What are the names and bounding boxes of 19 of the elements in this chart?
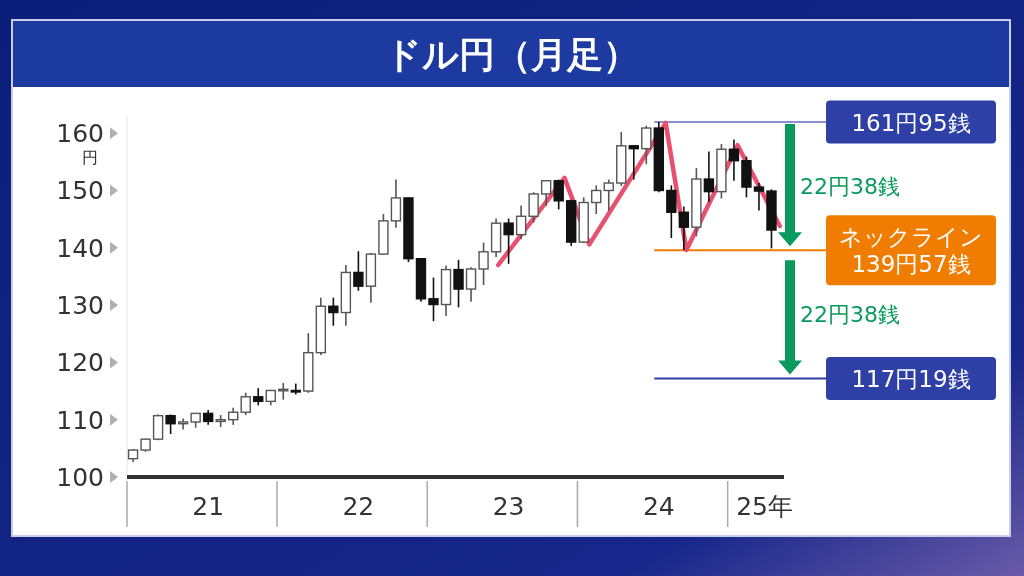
ref-line-label: 117円19銭 bbox=[851, 366, 971, 392]
y-tick-label: 150 bbox=[56, 176, 104, 206]
x-tick-label: 25年 bbox=[736, 492, 794, 521]
text: 22円38銭 bbox=[800, 174, 900, 200]
text: 22円38銭 bbox=[800, 302, 900, 328]
x-tick-label: 24 bbox=[642, 492, 675, 521]
y-tick-label: 120 bbox=[56, 348, 104, 378]
x-tick-label: 21 bbox=[192, 492, 225, 521]
y-tick-label: 100 bbox=[56, 463, 104, 492]
ref-line-label: ネックライン 139円57銭 bbox=[839, 224, 983, 278]
y-tick-label: 140 bbox=[56, 233, 104, 263]
y-tick-label: 130 bbox=[56, 291, 104, 321]
x-tick-label: 22 bbox=[342, 492, 375, 521]
ref-line-label: 161円95銭 bbox=[851, 109, 971, 136]
y-tick-label: 160 bbox=[56, 119, 104, 149]
y-axis-title: 円 bbox=[82, 148, 98, 168]
x-tick-label: 23 bbox=[492, 492, 525, 521]
title: ドル円（月足） bbox=[385, 34, 639, 75]
y-tick-label: 110 bbox=[56, 405, 104, 435]
